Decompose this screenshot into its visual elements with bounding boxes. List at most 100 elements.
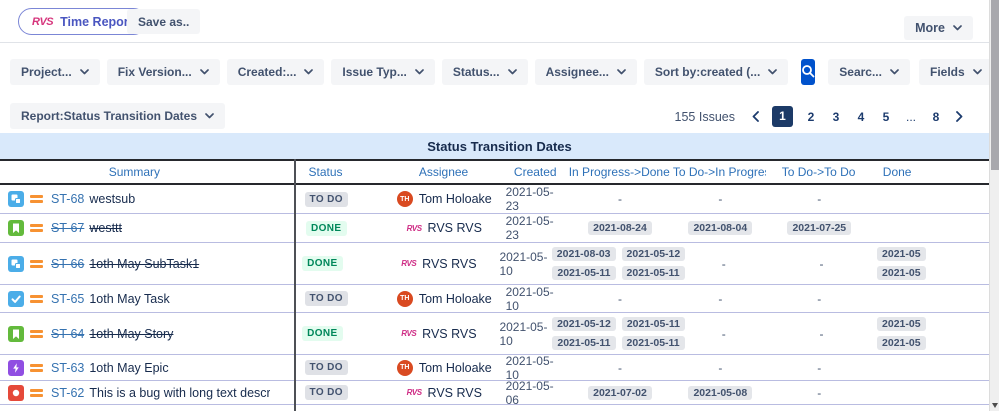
transition-date-badge: 2021-05 <box>877 247 926 261</box>
done-cell: 2021-05 2021-05 <box>873 317 999 350</box>
save-as-button[interactable]: Save as.. <box>127 9 201 34</box>
empty-transition-dash: - <box>718 291 723 306</box>
search-button[interactable] <box>801 59 816 85</box>
transition-date-badge: 2021-05 <box>877 317 926 331</box>
page-number[interactable]: 3 <box>829 110 843 124</box>
table-row: ST-64 1oth May Story DONE RVS RVS RVS 202… <box>0 313 999 355</box>
priority-medium-icon <box>30 363 43 373</box>
vertical-scrollbar[interactable] <box>989 0 999 411</box>
column-header-done[interactable]: Done <box>882 165 912 179</box>
filter-dropdown[interactable]: Issue Typ... <box>331 59 435 85</box>
table-row: ST-62 This is a bug with long text descr… <box>0 379 999 407</box>
report-selector-button[interactable]: Report:Status Transition Dates <box>10 103 226 129</box>
rvs-avatar-icon: RVS <box>401 329 417 338</box>
status-badge: DONE <box>302 256 343 271</box>
page-number[interactable]: 2 <box>804 110 818 124</box>
todo-todo-cell: - <box>770 257 873 271</box>
assignee-name: RVS RVS <box>427 385 482 400</box>
inprogress-done-cell: 2021-08-24 <box>566 221 673 235</box>
more-label: More <box>915 21 945 35</box>
filter-dropdown[interactable]: Created:... <box>226 59 325 85</box>
assignee-cell: RVS RVS RVS <box>383 386 506 400</box>
column-header-summary[interactable]: Summary <box>108 165 161 179</box>
empty-transition-dash: - <box>819 326 824 341</box>
column-header-todo-inprogress[interactable]: To Do->In Progress <box>672 165 767 179</box>
issue-key-link[interactable]: ST-65 <box>51 291 85 306</box>
empty-transition-dash: - <box>817 291 822 306</box>
rvs-avatar-icon: RVS <box>401 259 417 268</box>
filter-dropdown[interactable]: Fields <box>918 59 993 85</box>
previous-page-button[interactable] <box>750 111 761 122</box>
priority-medium-icon <box>30 223 43 233</box>
filter-dropdown-label: Assignee... <box>545 65 609 79</box>
inprogress-done-cell: - <box>566 192 673 206</box>
priority-medium-icon <box>30 388 43 398</box>
top-bar: RVS Time Report Save as.. More <box>0 0 999 43</box>
empty-transition-dash: - <box>721 326 726 341</box>
todo-todo-cell: - <box>767 192 871 206</box>
more-button[interactable]: More <box>904 16 973 40</box>
filter-dropdown[interactable]: Sort by:created (... <box>643 59 789 85</box>
column-header-inprogress-done[interactable]: In Progress->Done <box>568 165 670 179</box>
chevron-down-icon <box>617 69 626 75</box>
transition-date-badge: 2021-05-11 <box>552 266 616 280</box>
next-page-button[interactable] <box>954 111 965 122</box>
todo-inprogress-cell: 2021-05-08 <box>674 385 768 400</box>
issue-key-link[interactable]: ST-68 <box>51 192 85 206</box>
transition-date-badge: 2021-05-12 <box>621 247 686 261</box>
issue-key-link[interactable]: ST-62 <box>51 385 85 400</box>
priority-medium-icon <box>30 329 43 339</box>
page-number[interactable]: 8 <box>929 110 943 124</box>
page-number[interactable]: 1 <box>772 106 793 127</box>
page-number[interactable]: 4 <box>854 110 868 124</box>
column-header-assignee[interactable]: Assignee <box>418 165 469 179</box>
todo-todo-cell: 2021-07-25 <box>767 221 871 235</box>
report-selector-label: Report:Status Transition Dates <box>21 109 198 123</box>
todo-inprogress-cell: - <box>674 192 768 206</box>
filter-dropdown[interactable]: Searc... <box>828 59 910 85</box>
table-title: Status Transition Dates <box>427 138 572 154</box>
time-report-logo-button[interactable]: RVS Time Report <box>18 8 147 35</box>
issue-key-link[interactable]: ST-63 <box>51 360 85 375</box>
issue-key-link[interactable]: ST-66 <box>51 256 85 271</box>
chevron-down-icon <box>507 69 517 75</box>
transition-date-badge: 2021-08-04 <box>688 221 753 235</box>
empty-transition-dash: - <box>817 192 822 206</box>
empty-transition-dash: - <box>721 256 726 271</box>
task-icon <box>8 290 24 307</box>
status-badge: DONE <box>302 326 343 341</box>
assignee-cell: TH Tom Holoake <box>383 290 506 307</box>
filter-dropdown-label: Fix Version... <box>117 65 192 79</box>
page-number[interactable]: 5 <box>879 110 893 124</box>
transition-date-badge: 2021-07-02 <box>588 385 652 400</box>
filter-dropdown[interactable]: Project... <box>10 59 100 85</box>
created-date: 2021-05-10 <box>505 353 554 382</box>
column-header-todo-todo[interactable]: To Do->To Do <box>781 165 856 179</box>
filter-dropdowns-right: Searc... Fields Statuses <box>828 59 999 85</box>
assignee-cell: TH Tom Holoake <box>383 359 506 376</box>
filter-dropdown[interactable]: Assignee... <box>534 59 637 85</box>
priority-medium-icon <box>30 259 43 269</box>
todo-todo-cell: - <box>767 386 871 400</box>
filter-dropdown[interactable]: Status... <box>441 59 528 85</box>
app-title: Time Report <box>60 14 133 29</box>
user-avatar: TH <box>396 290 413 307</box>
issue-key-link[interactable]: ST-67 <box>51 221 85 235</box>
column-header-status[interactable]: Status <box>308 165 343 179</box>
filter-dropdown[interactable]: Fix Version... <box>106 59 220 85</box>
chevron-down-icon <box>890 69 899 75</box>
scrollbar-down-arrow-icon[interactable] <box>992 403 998 408</box>
table-row: ST-67 westtt DONE RVS RVS RVS 2021-05-23 … <box>0 214 999 243</box>
column-header-created[interactable]: Created <box>513 165 557 179</box>
issue-key-link[interactable]: ST-64 <box>51 326 85 341</box>
status-badge: TO DO <box>304 360 348 375</box>
scrollbar-thumb[interactable] <box>991 0 999 170</box>
story-icon <box>8 220 24 236</box>
todo-inprogress-cell: - <box>678 327 770 341</box>
issue-summary: This is a bug with long text description <box>89 385 270 400</box>
empty-transition-dash: - <box>617 192 622 206</box>
status-badge: TO DO <box>304 291 348 306</box>
epic-icon <box>8 359 24 376</box>
assignee-name: RVS RVS <box>422 256 477 271</box>
